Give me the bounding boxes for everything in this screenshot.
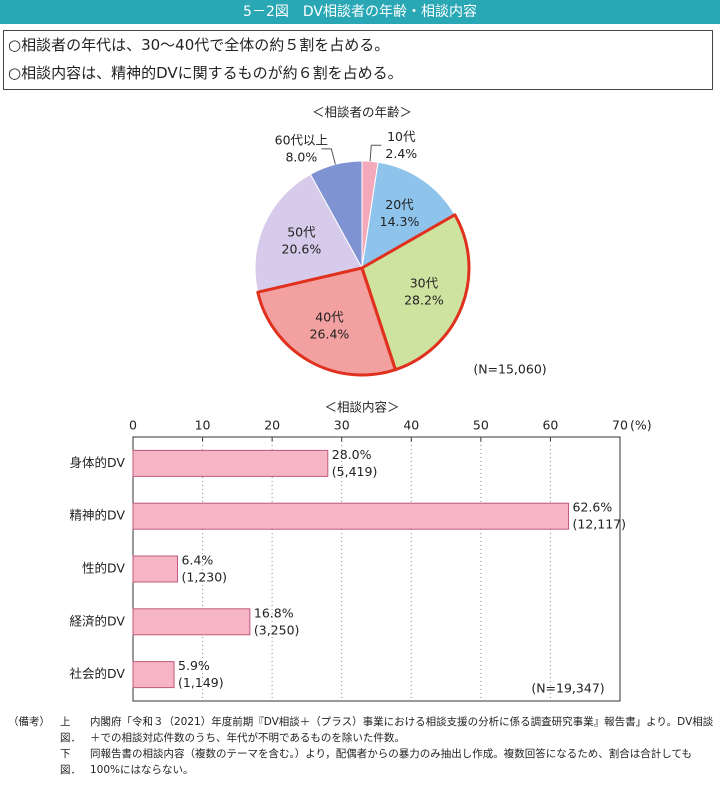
x-tick-label: 60 [542,418,558,433]
slice-category-label: 40代 [315,309,344,324]
x-unit: (%) [630,418,652,433]
highlight-outline [256,266,397,377]
slice-category-label: 60代以上 [275,132,328,147]
note-text: 同報告書の相談内容（複数のテーマを含む。）より，配偶者からの暴力のみ抽出し作成。… [90,748,692,776]
value-label: 28.0% [332,447,372,462]
note-row: 下図． 同報告書の相談内容（複数のテーマを含む。）より，配偶者からの暴力のみ抽出… [8,746,714,778]
slice-value-label: 20.6% [282,241,322,256]
pie-title: ＜相談者の年齢＞ [312,105,412,120]
highlight-outline [360,213,471,372]
count-label: (12,117) [573,517,627,532]
y-tick-label: 社会的DV [70,666,126,681]
x-tick-label: 40 [403,418,419,433]
note-item-label: 下図． [60,748,81,776]
slice-value-label: 2.4% [385,146,417,161]
x-tick-label: 20 [264,418,280,433]
slice-value-label: 26.4% [310,326,350,341]
count-label: (5,419) [332,464,378,479]
slice-value-label: 14.3% [380,214,420,229]
pie-note: (N=15,060) [473,362,546,377]
count-label: (1,230) [182,570,228,585]
leader-line [321,148,336,165]
bar [132,661,175,689]
x-tick-label: 50 [473,418,489,433]
x-tick-label: 10 [195,418,211,433]
summary-line: ○相談内容は、精神的DVに関するものが約６割を占める。 [8,64,403,82]
value-label: 62.6% [573,500,613,515]
note-label: （備考） [8,716,50,728]
bar [132,555,179,583]
summary-line: ○相談者の年代は、30～40代で全体の約５割を占める。 [8,36,390,54]
slice-value-label: 28.2% [404,292,444,307]
bar [132,449,329,477]
value-label: 16.8% [254,605,294,620]
pie-slice [309,160,363,269]
notes: （備考） 上図． 内閣府「令和３（2021）年度前期『DV相談＋（プラス）事業に… [8,714,714,778]
slice-value-label: 8.0% [285,149,317,164]
y-tick-label: 性的DV [82,561,125,576]
bar-title: ＜相談内容＞ [324,400,399,415]
value-label: 6.4% [182,553,214,568]
y-tick-label: 精神的DV [70,508,126,523]
figure-title: 5－2図 DV相談者の年齢・相談内容 [0,0,720,24]
note-item-label: 上図． [60,716,81,744]
slice-category-label: 10代 [387,129,416,144]
bar [132,608,251,636]
bar-note: (N=19,347) [531,681,604,696]
pie-slice [254,173,363,293]
y-tick-label: 経済的DV [70,613,126,628]
count-label: (3,250) [254,622,300,637]
pie-slice [361,161,456,269]
x-tick-label: 70 [612,418,628,433]
slice-category-label: 50代 [287,224,316,239]
bar [132,502,570,530]
x-tick-label: 0 [129,418,137,433]
value-label: 5.9% [178,658,210,673]
slice-category-label: 20代 [385,197,414,212]
note-spacer [8,746,60,778]
leader-line [369,144,382,162]
note-text: 内閣府「令和３（2021）年度前期『DV相談＋（プラス）事業における相談支援の分… [90,716,714,744]
y-tick-label: 身体的DV [70,455,126,470]
summary-box: ○相談者の年代は、30～40代で全体の約５割を占める。 ○相談内容は、精神的DV… [3,30,713,90]
note-row: （備考） 上図． 内閣府「令和３（2021）年度前期『DV相談＋（プラス）事業に… [8,714,714,746]
x-tick-label: 30 [334,418,350,433]
slice-category-label: 30代 [410,275,439,290]
count-label: (1,149) [178,675,224,690]
